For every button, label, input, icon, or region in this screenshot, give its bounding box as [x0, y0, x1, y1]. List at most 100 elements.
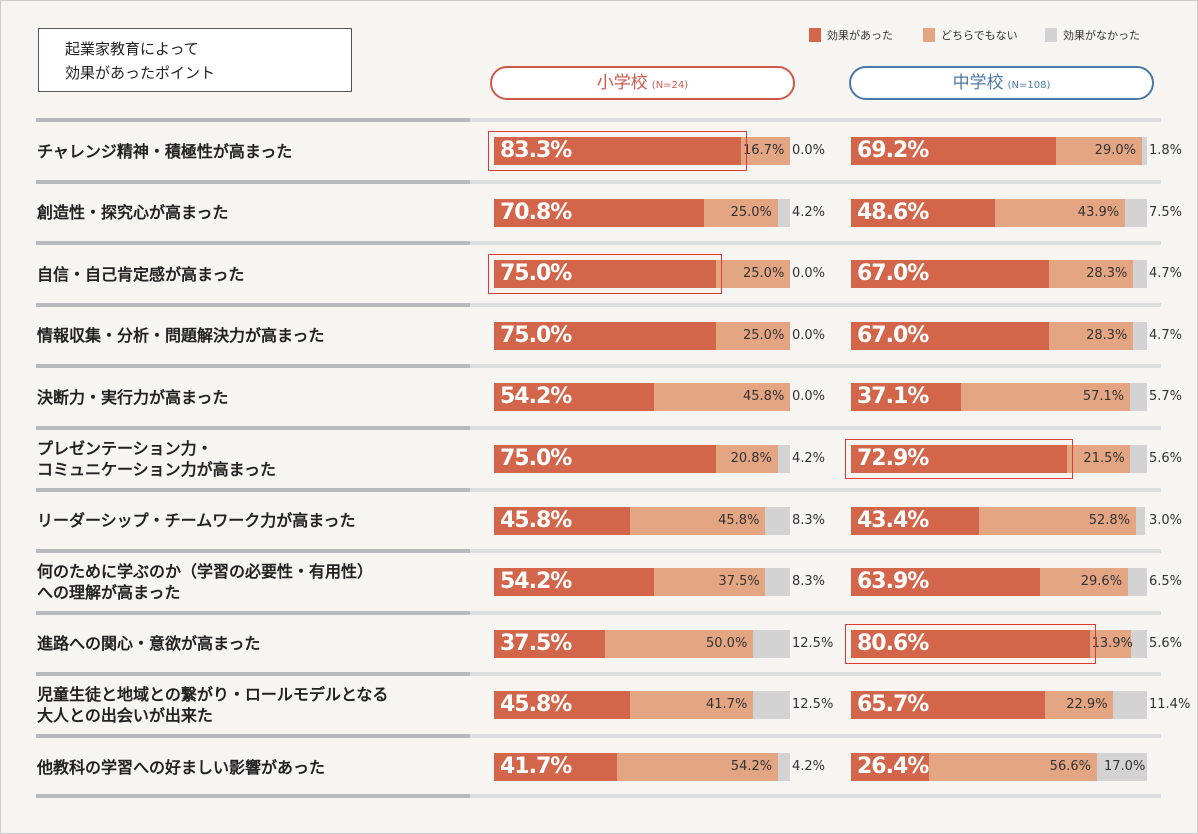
bar-segment-neutral: [1049, 260, 1134, 289]
bar-segment-effective: [494, 629, 605, 658]
bar-segment-not-effective: [1133, 321, 1147, 350]
bar-segment-effective: [851, 383, 961, 412]
bar-segment-neutral: [629, 691, 753, 720]
value-label-neutral: 13.9%: [1091, 635, 1133, 651]
bar-segment-effective: [494, 753, 618, 781]
value-label-effective: 83.3%: [500, 138, 572, 163]
value-label-effective: 45.8%: [500, 507, 572, 533]
category-label: チャレンジ精神・積極性が高まった: [37, 141, 293, 161]
bar-segment-neutral: [1066, 445, 1131, 473]
bar-segment-not-effective: [777, 753, 791, 781]
value-label-neutral: 21.5%: [1083, 451, 1125, 466]
bar-segment-not-effective: [777, 198, 790, 227]
highlight-box: [845, 623, 1096, 664]
bar-segment-neutral: [716, 321, 790, 350]
bar-segment-not-effective: [765, 506, 790, 535]
value-label-neutral: 16.7%: [743, 143, 785, 158]
bar-segment-effective: [494, 383, 655, 412]
value-label-effective: 43.4%: [857, 507, 929, 533]
legend-effective: 効果があった: [809, 27, 893, 43]
row-separator: [36, 302, 1161, 307]
category-label: 創造性・探究心が高まった: [37, 203, 229, 223]
row-separator: [36, 426, 1161, 430]
category-label: プレゼンテーション力・ コミュニケーション力が高まった: [37, 439, 277, 479]
bar-segment-effective: [851, 321, 1050, 350]
value-label-not-effective: 4.7%: [1149, 327, 1183, 343]
bar-segment-neutral: [716, 445, 778, 473]
bar-segment-effective: [851, 629, 1090, 658]
bar-segment-not-effective: [753, 691, 790, 720]
value-label-effective: 26.4%: [857, 754, 929, 779]
row-separator: [36, 487, 1161, 492]
category-label: リーダーシップ・チームワーク力が高まった: [37, 511, 356, 531]
bar-segment-not-effective: [1127, 568, 1147, 597]
value-label-effective: 45.8%: [500, 692, 572, 718]
category-label: 進路への関心・意欲が高まった: [37, 634, 261, 654]
bar-segment-not-effective: [777, 445, 790, 473]
value-label-effective: 70.8%: [500, 199, 572, 225]
bar-segment-neutral: [605, 629, 753, 658]
category-label: 自信・自己肯定感が高まった: [37, 264, 245, 284]
value-label-not-effective: 5.6%: [1149, 451, 1183, 466]
value-label-effective: 80.6%: [857, 630, 929, 656]
bar-segment-effective: [494, 260, 716, 289]
bar-segment-not-effective: [1135, 506, 1145, 535]
bar-segment-neutral: [1045, 691, 1114, 720]
value-label-neutral: 50.0%: [706, 635, 748, 651]
bar-segment-not-effective: [1096, 753, 1147, 781]
value-label-effective: 54.2%: [500, 384, 572, 410]
highlight-box: [488, 254, 722, 295]
value-label-not-effective: 4.2%: [792, 204, 826, 220]
value-label-not-effective: 5.6%: [1149, 635, 1183, 651]
panel-n: (N=24): [651, 80, 689, 91]
legend-label: 効果があった: [827, 29, 893, 42]
bar-segment-effective: [851, 198, 995, 227]
value-label-not-effective: 4.2%: [792, 759, 826, 774]
row-separator: [36, 610, 1161, 615]
value-label-effective: 67.0%: [857, 261, 929, 287]
row-separator: [36, 118, 1161, 122]
bar-segment-effective: [851, 568, 1041, 597]
row-separator: [36, 734, 1161, 738]
value-label-effective: 67.0%: [857, 322, 929, 348]
bar-segment-neutral: [654, 383, 790, 412]
bar-segment-not-effective: [1141, 137, 1147, 165]
value-label-neutral: 25.0%: [743, 266, 785, 282]
bar-segment-not-effective: [1129, 383, 1147, 412]
legend-neutral: どちらでもない: [923, 27, 1018, 43]
bar-segment-neutral: [1049, 321, 1134, 350]
value-label-not-effective: 3.0%: [1149, 512, 1183, 528]
value-label-not-effective: 8.3%: [792, 512, 826, 528]
row-separator: [36, 793, 1161, 798]
bar-segment-effective: [494, 691, 630, 720]
bar-segment-neutral: [629, 506, 766, 535]
value-label-neutral: 43.9%: [1077, 204, 1120, 220]
value-label-neutral: 41.7%: [706, 697, 748, 713]
bar-segment-neutral: [703, 198, 778, 227]
value-label-neutral: 20.8%: [730, 451, 772, 466]
legend-label: どちらでもない: [941, 29, 1018, 42]
bar-segment-effective: [851, 137, 1056, 165]
value-label-not-effective: 17.0%: [1104, 759, 1146, 774]
value-label-effective: 37.5%: [500, 630, 572, 656]
value-label-effective: 69.2%: [857, 138, 929, 163]
bar-segment-effective: [494, 568, 655, 597]
row-separator: [36, 364, 1161, 369]
legend-swatch-effective: [809, 28, 821, 42]
value-label-neutral: 57.1%: [1082, 389, 1125, 405]
value-label-not-effective: 5.7%: [1149, 389, 1183, 405]
bar-segment-neutral: [1089, 629, 1131, 658]
value-label-neutral: 37.5%: [718, 574, 760, 590]
value-label-not-effective: 7.5%: [1149, 204, 1183, 220]
category-label: 何のために学ぶのか（学習の必要性・有用性） への理解が高まった: [37, 562, 374, 603]
row-separator: [36, 549, 1161, 554]
bar-segment-not-effective: [753, 629, 790, 658]
bar-segment-neutral: [929, 753, 1097, 781]
bar-segment-neutral: [979, 506, 1136, 535]
panel-n: (N=108): [1007, 80, 1051, 91]
category-label: 児童生徒と地域との繋がり・ロールモデルとなる 大人との出会いが出来た: [37, 685, 389, 726]
legend-not-effective: 効果がなかった: [1045, 27, 1140, 43]
category-label: 決断力・実行力が高まった: [37, 387, 229, 407]
bar-segment-not-effective: [1130, 445, 1147, 473]
value-label-effective: 75.0%: [500, 322, 572, 348]
